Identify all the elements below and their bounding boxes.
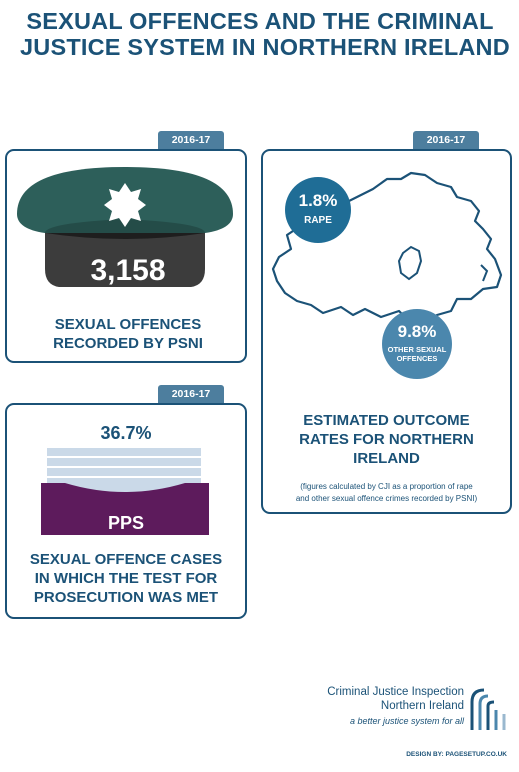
psni-label: SEXUAL OFFENCES RECORDED BY PSNI (7, 315, 249, 353)
rape-rate-label: RAPE (304, 215, 332, 226)
outcome-note: (figures calculated by CJI as a proporti… (263, 481, 510, 505)
pps-label-line-3: PROSECUTION WAS MET (33, 589, 219, 606)
psni-card: 3,158 SEXUAL OFFENCES RECORDED BY PSNI (5, 149, 247, 363)
pps-label-line-2: IN WHICH THE TEST FOR (34, 570, 218, 587)
rape-rate-value: 1.8% (298, 191, 338, 210)
title-line-1: SEXUAL OFFENCES AND THE CRIMINAL (26, 8, 494, 34)
outcome-note-line-1: (figures calculated by CJI as a proporti… (300, 482, 473, 491)
outcome-title-line-2: RATES FOR NORTHERN (299, 431, 474, 448)
other-offences-rate-badge: 9.8% OTHER SEXUAL OFFENCES (382, 309, 452, 379)
pps-tray-icon (41, 448, 209, 535)
outcome-title-line-3: IRELAND (353, 450, 420, 467)
other-rate-label-line-1: OTHER SEXUAL (387, 345, 447, 354)
title-line-2: JUSTICE SYSTEM IN NORTHERN IRELAND (20, 34, 510, 60)
logo-line-2: Northern Ireland (380, 700, 464, 712)
other-rate-value: 9.8% (397, 322, 437, 341)
psni-label-line-2: RECORDED BY PSNI (53, 335, 203, 352)
year-tab-pps: 2016-17 (158, 385, 224, 403)
pps-tray-label: PPS (107, 513, 145, 533)
year-tab-psni: 2016-17 (158, 131, 224, 149)
page-title: SEXUAL OFFENCES AND THE CRIMINAL JUSTICE… (20, 8, 510, 60)
psni-label-line-1: SEXUAL OFFENCES (54, 316, 202, 333)
northern-ireland-map-icon (271, 171, 503, 327)
cji-logo: Criminal Justice Inspection Northern Ire… (312, 686, 512, 730)
police-cap-icon (17, 167, 233, 287)
rape-rate-badge: 1.8% RAPE (285, 177, 351, 243)
pps-label-line-1: SEXUAL OFFENCE CASES (29, 551, 223, 568)
outcome-title: ESTIMATED OUTCOME RATES FOR NORTHERN IRE… (263, 411, 510, 468)
cji-logo-mark-icon (470, 688, 506, 730)
outcome-note-line-2: and other sexual offence crimes recorded… (295, 494, 478, 503)
year-tab-outcome: 2016-17 (413, 131, 479, 149)
outcome-title-line-1: ESTIMATED OUTCOME (303, 412, 470, 429)
pps-percentage: 36.7% (100, 423, 152, 443)
design-credit: DESIGN BY: PAGESETUP.CO.UK (406, 751, 507, 758)
outcome-card: 1.8% RAPE 9.8% OTHER SEXUAL OFFENCES EST… (261, 149, 512, 514)
other-rate-label-line-2: OFFENCES (396, 354, 438, 363)
pps-card: 36.7% PPS SEXUAL OFFENCE CASES IN WHICH … (5, 403, 247, 619)
other-rate-label: OTHER SEXUAL OFFENCES (382, 345, 452, 363)
psni-count: 3,158 (90, 254, 166, 287)
pps-label: SEXUAL OFFENCE CASES IN WHICH THE TEST F… (7, 550, 245, 607)
logo-tagline: a better justice system for all (349, 716, 464, 726)
logo-line-1: Criminal Justice Inspection (327, 686, 464, 698)
